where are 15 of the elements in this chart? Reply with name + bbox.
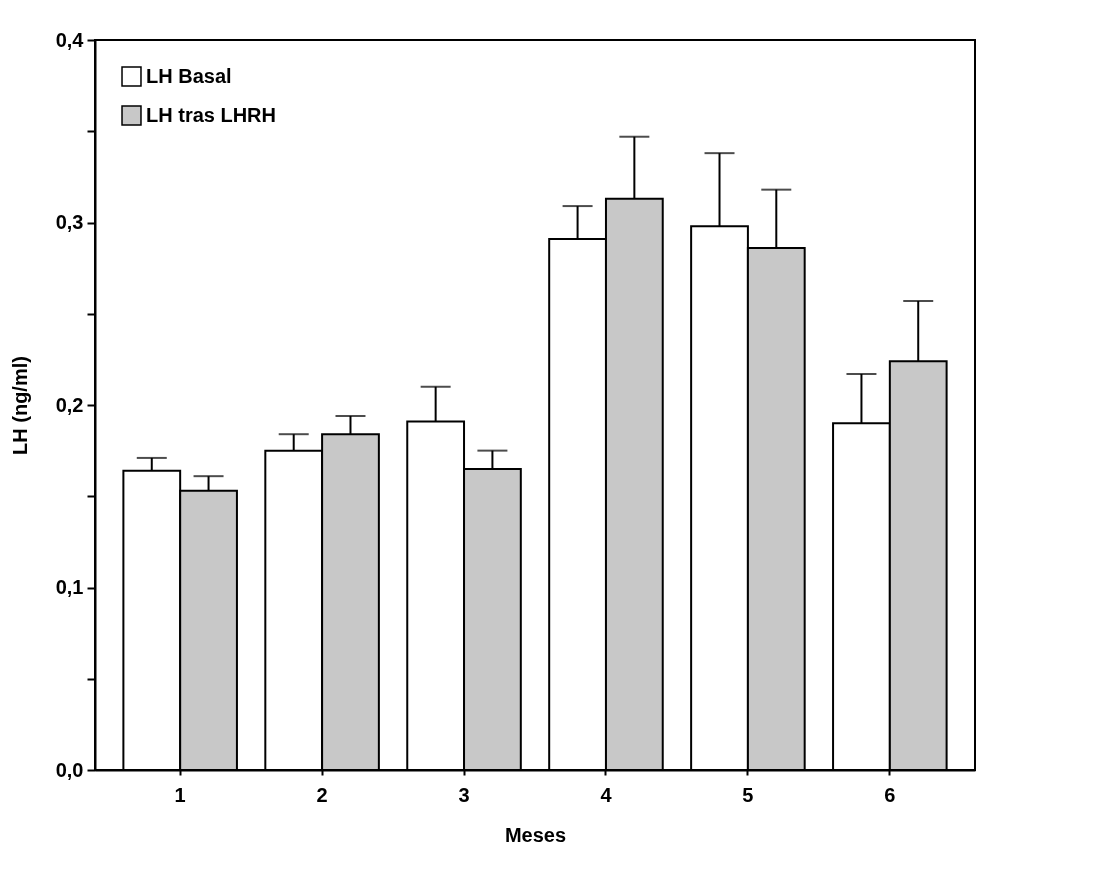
- y-tick-label: 0,4: [55, 28, 85, 51]
- x-tick-label: 6: [884, 783, 896, 806]
- x-tick-label: 4: [600, 783, 613, 806]
- y-tick-label: 0,3: [55, 211, 84, 233]
- y-tick-label: 0,1: [55, 576, 84, 598]
- legend-label: LH tras LHRH: [146, 103, 277, 126]
- x-tick-label: 5: [742, 783, 754, 806]
- y-axis-title: LH (ng/ml): [8, 356, 31, 455]
- legend-label: LH Basal: [146, 64, 232, 87]
- y-tick-label: 0,0: [55, 758, 84, 781]
- x-tick-label: 1: [174, 783, 186, 806]
- y-tick-label: 0,2: [55, 393, 84, 416]
- x-axis-title: Meses: [504, 823, 567, 846]
- x-tick-label: 2: [316, 783, 328, 806]
- x-tick-label: 3: [458, 783, 470, 806]
